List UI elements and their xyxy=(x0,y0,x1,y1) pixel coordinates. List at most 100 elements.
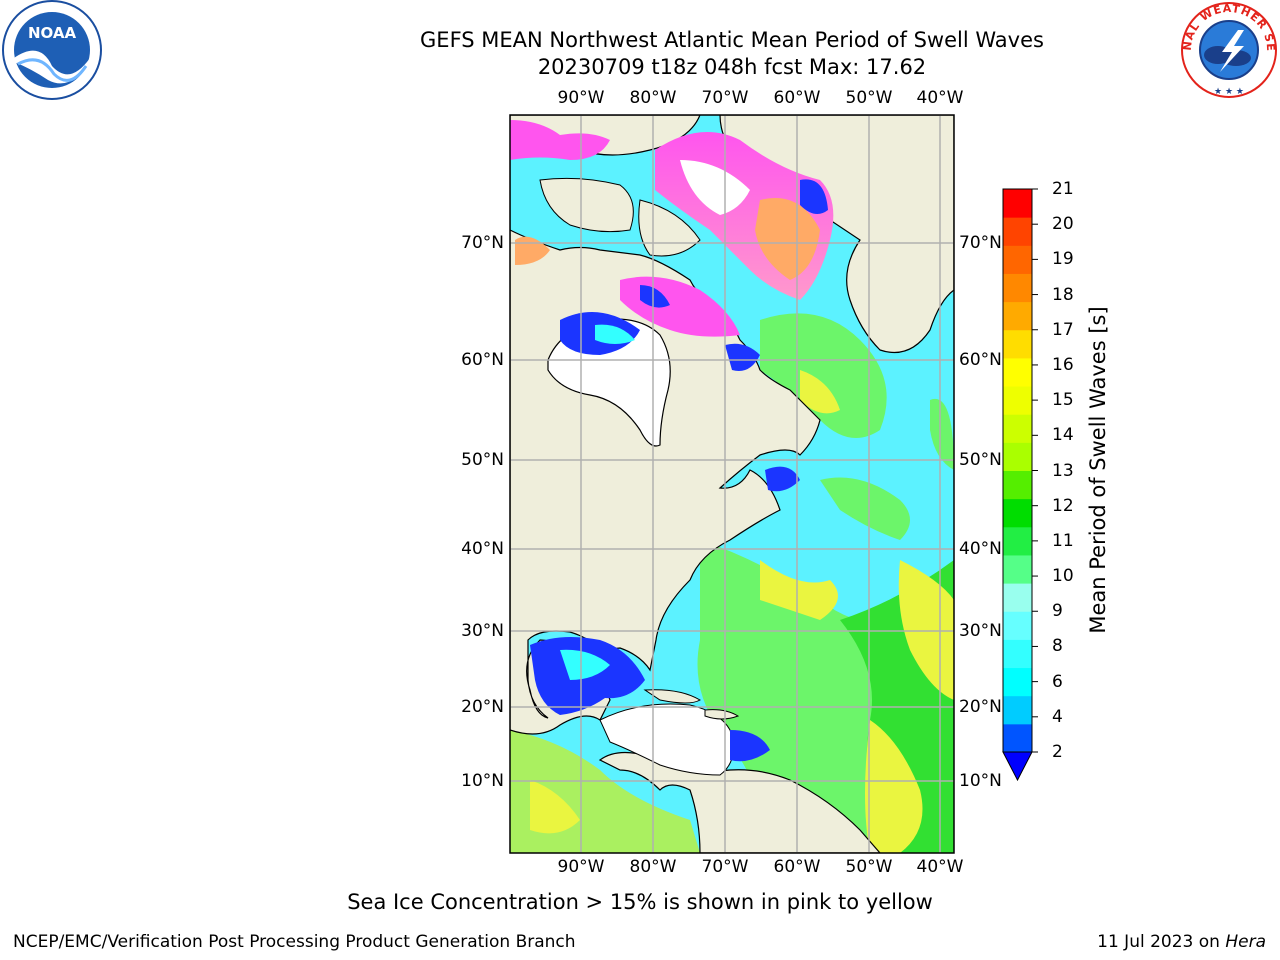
colorbar-segment xyxy=(1003,554,1032,584)
north-america-land xyxy=(510,115,821,735)
colorbar-tick-label: 14 xyxy=(1052,425,1074,446)
lat-label-right: 50°N xyxy=(959,450,1002,470)
swell-band-yellow-b xyxy=(865,720,923,853)
colorbar-segment xyxy=(1003,526,1032,556)
noaa-logo: NOAA xyxy=(2,0,102,100)
swell-band-east xyxy=(930,398,954,470)
lat-label-left: 20°N xyxy=(461,697,504,717)
lon-label-top: 80°W xyxy=(629,88,677,108)
colorbar-segment xyxy=(1003,273,1032,303)
lon-label-bottom: 40°W xyxy=(916,857,964,877)
lat-label-right: 60°N xyxy=(959,350,1002,370)
colorbar xyxy=(1002,188,1038,782)
svg-text:★ ★ ★: ★ ★ ★ xyxy=(1214,87,1244,97)
lon-label-bottom: 90°W xyxy=(557,857,605,877)
colorbar-segment xyxy=(1003,723,1032,753)
colorbar-label: Mean Period of Swell Waves [s] xyxy=(1086,306,1110,634)
gulf-swell-cyan xyxy=(560,649,610,680)
colorbar-segment xyxy=(1003,498,1032,528)
colorbar-tick-label: 18 xyxy=(1052,284,1074,305)
colorbar-segment xyxy=(1003,611,1032,640)
lon-label-bottom: 70°W xyxy=(701,857,749,877)
lat-label-left: 40°N xyxy=(461,539,504,559)
labrador-swell xyxy=(725,343,760,371)
swell-band-mid xyxy=(820,477,910,540)
colorbar-segment xyxy=(1003,357,1032,387)
footer-host: Hera xyxy=(1225,932,1266,952)
ice-open-water xyxy=(680,160,750,215)
cuba xyxy=(643,689,701,704)
colorbar-tick-label: 4 xyxy=(1052,706,1063,727)
lat-label-right: 70°N xyxy=(959,233,1002,253)
swell-band-north-yellow xyxy=(800,370,840,414)
colorbar-segment xyxy=(1003,442,1032,471)
caribbean-swell xyxy=(730,730,770,762)
colorbar-tick-label: 19 xyxy=(1052,249,1074,270)
colorbar-tick-label: 16 xyxy=(1052,354,1074,375)
colorbar-segment xyxy=(1003,301,1032,331)
sea-ice-high-concentration xyxy=(755,198,820,280)
swell-band-north xyxy=(760,313,887,438)
lat-label-left: 60°N xyxy=(461,350,504,370)
map-frame xyxy=(509,114,955,854)
swell-band-yellow-c xyxy=(760,560,838,620)
hudson-bay-swell-cyan xyxy=(595,324,635,344)
colorbar-segment xyxy=(1003,414,1032,443)
lon-label-top: 40°W xyxy=(916,88,964,108)
colorbar-tick-label: 21 xyxy=(1052,179,1074,199)
sea-ice-arctic xyxy=(510,120,610,160)
noaa-text: NOAA xyxy=(28,24,77,42)
lon-label-top: 70°W xyxy=(701,88,749,108)
lat-label-left: 70°N xyxy=(461,233,504,253)
footer-credit: NCEP/EMC/Verification Post Processing Pr… xyxy=(13,932,576,952)
footer-date-text: 11 Jul 2023 on xyxy=(1097,932,1226,952)
colorbar-segment xyxy=(1003,583,1032,612)
nws-logo: NATIONAL WEATHER SERVICE ★ ★ ★ xyxy=(1178,0,1278,99)
colorbar-segment xyxy=(1003,329,1032,359)
colorbar-tick-label: 8 xyxy=(1052,636,1063,657)
chart-title: GEFS MEAN Northwest Atlantic Mean Period… xyxy=(420,28,1044,52)
lat-label-left: 10°N xyxy=(461,771,504,791)
colorbar-tick-label: 12 xyxy=(1052,495,1074,516)
lat-label-right: 10°N xyxy=(959,771,1002,791)
baffin-island xyxy=(539,177,634,233)
lat-label-right: 30°N xyxy=(959,621,1002,641)
colorbar-tick-label: 13 xyxy=(1052,460,1074,481)
lon-label-bottom: 50°W xyxy=(845,857,893,877)
lon-label-bottom: 60°W xyxy=(773,857,821,877)
colorbar-segment xyxy=(1003,245,1032,274)
pacific-swell-yellow xyxy=(530,780,580,834)
lon-label-top: 90°W xyxy=(557,88,605,108)
greenland-coast-swell xyxy=(800,179,828,214)
colorbar-tick-label: 17 xyxy=(1052,319,1074,340)
lon-label-top: 60°W xyxy=(773,88,821,108)
colorbar-tick-label: 11 xyxy=(1052,530,1074,551)
chart-subtitle: 20230709 t18z 048h fcst Max: 17.62 xyxy=(537,55,927,79)
colorbar-extend-arrow xyxy=(1002,751,1033,782)
colorbar-segment xyxy=(1003,639,1032,669)
colorbar-tick-label: 15 xyxy=(1052,390,1074,411)
lon-label-bottom: 80°W xyxy=(629,857,677,877)
colorbar-tick-label: 2 xyxy=(1052,742,1063,762)
hispaniola xyxy=(704,709,740,720)
colorbar-segment xyxy=(1003,667,1032,697)
gulf-st-lawrence-swell xyxy=(765,466,800,492)
footer-date: 11 Jul 2023 on Hera xyxy=(1097,932,1266,952)
lat-label-right: 20°N xyxy=(959,697,1002,717)
colorbar-tick-label: 9 xyxy=(1052,601,1063,622)
sea-ice-note: Sea Ice Concentration > 15% is shown in … xyxy=(347,890,933,914)
colorbar-tick-label: 10 xyxy=(1052,566,1074,587)
colorbar-segment xyxy=(1003,217,1032,246)
lon-label-top: 50°W xyxy=(845,88,893,108)
colorbar-segment xyxy=(1003,470,1032,500)
baffin-island-east xyxy=(638,199,701,257)
lat-label-left: 30°N xyxy=(461,621,504,641)
lat-label-right: 40°N xyxy=(959,539,1002,559)
hudson-strait-swell xyxy=(640,285,670,308)
colorbar-tick-label: 20 xyxy=(1052,214,1074,235)
colorbar-segment xyxy=(1003,189,1032,218)
colorbar-tick-label: 6 xyxy=(1052,671,1063,692)
colorbar-segment xyxy=(1003,695,1032,725)
graticule xyxy=(510,115,954,853)
